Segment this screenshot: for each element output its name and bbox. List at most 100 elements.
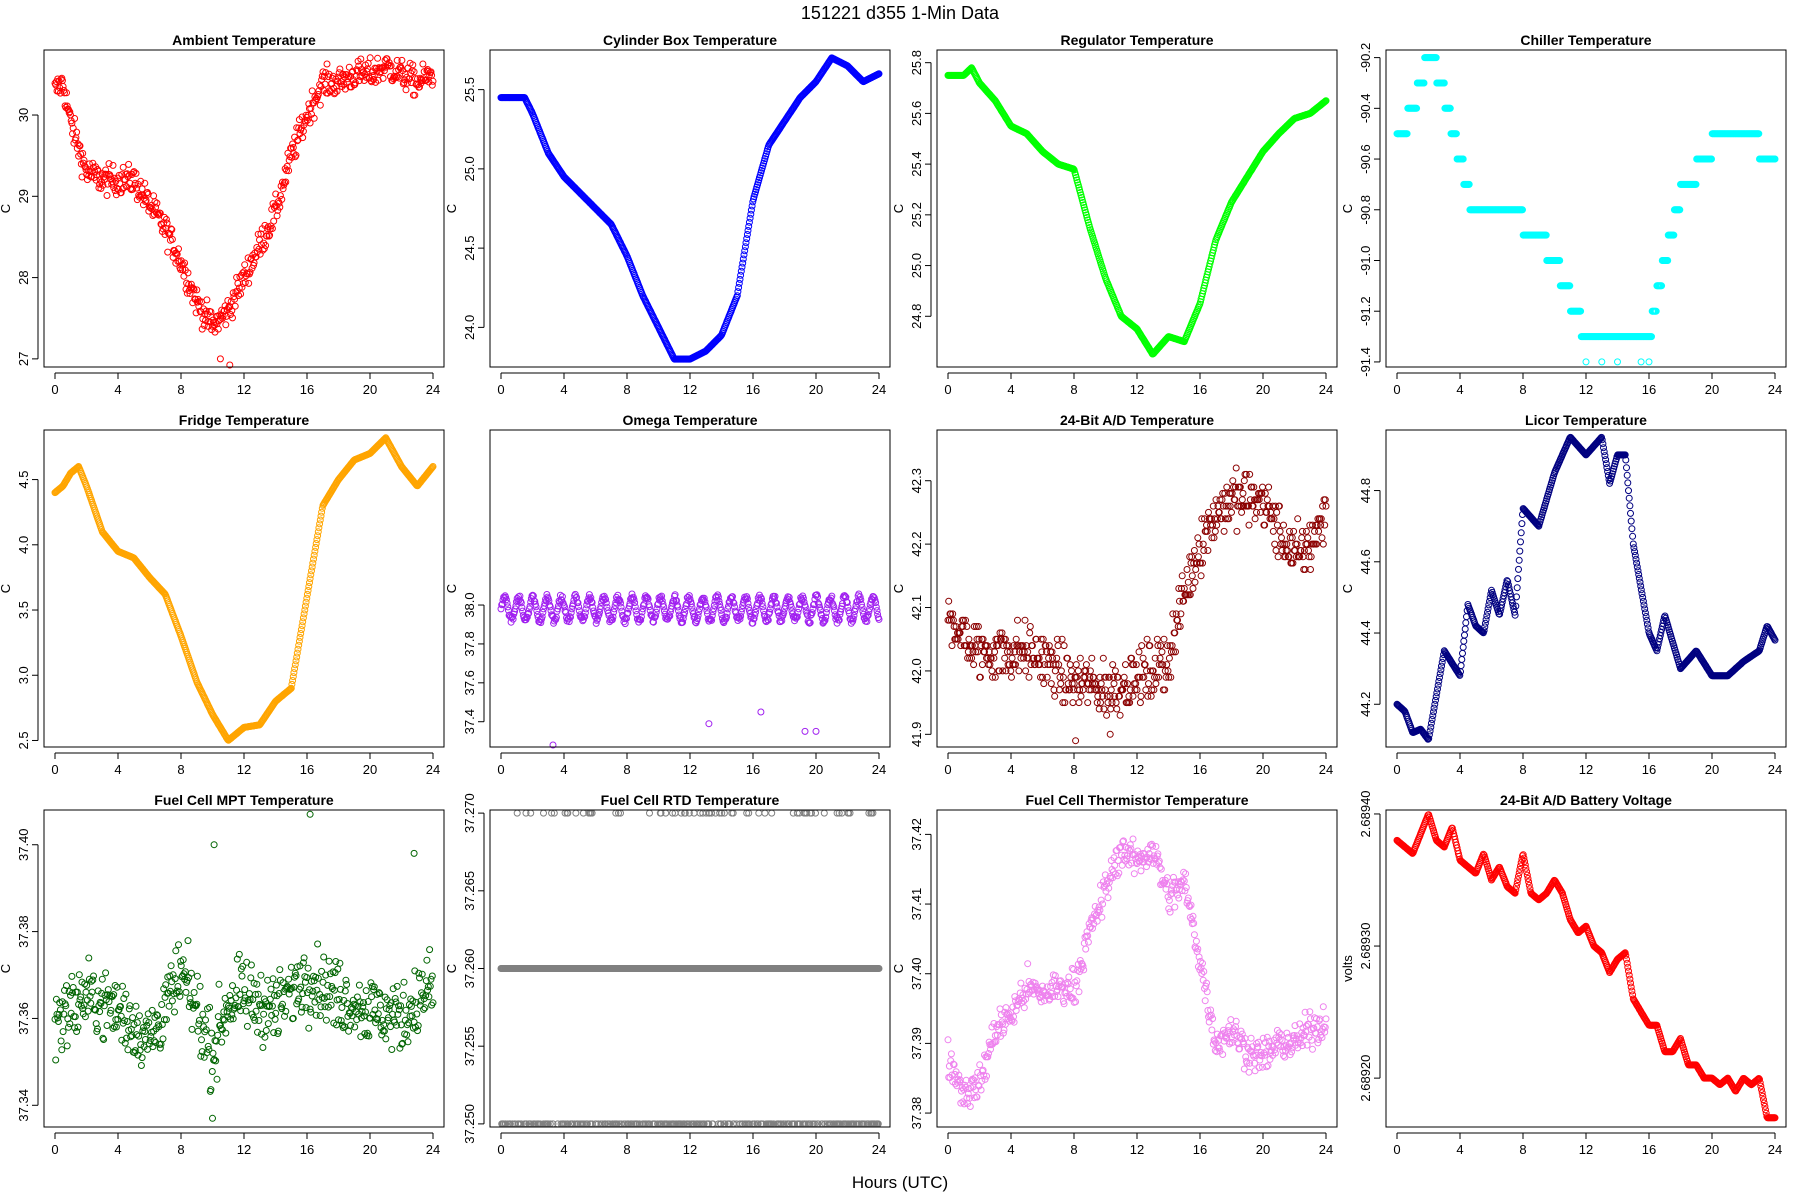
data-point: [241, 261, 249, 269]
data-point: [1082, 661, 1090, 669]
data-point: [1205, 508, 1212, 516]
data-point: [575, 603, 583, 611]
x-tick-label: 0: [944, 382, 951, 397]
data-point: [565, 618, 573, 626]
data-point: [646, 607, 654, 614]
data-point: [1582, 358, 1590, 366]
data-point: [272, 190, 280, 198]
data-point: [1268, 515, 1276, 523]
data-point: [658, 592, 666, 600]
data-point: [1177, 610, 1185, 618]
data-point: [1038, 648, 1046, 656]
data-point: [1150, 686, 1158, 694]
data-point: [681, 605, 689, 613]
data-point: [972, 648, 980, 656]
data-point: [1224, 502, 1232, 510]
data-point: [716, 604, 724, 611]
data-point: [875, 70, 883, 78]
data-point: [656, 596, 664, 604]
data-point: [1024, 654, 1032, 662]
x-axis: 0 4 8 12 16 20 24: [51, 372, 440, 397]
data-point: [991, 673, 999, 681]
data-point: [300, 610, 308, 618]
data-point: [116, 180, 124, 188]
x-tick-label: 12: [683, 382, 697, 397]
data-point: [340, 81, 348, 88]
data-point: [1286, 534, 1294, 542]
data-point: [287, 685, 295, 693]
panel-title: Fuel Cell MPT Temperature: [154, 792, 334, 808]
data-point: [305, 100, 313, 108]
panel-ylabel: C: [1340, 584, 1355, 593]
data-point: [1165, 654, 1173, 662]
data-point: [216, 355, 224, 363]
data-point: [965, 635, 973, 643]
data-point: [1460, 637, 1468, 645]
data-point: [695, 608, 703, 616]
data-point: [1462, 619, 1470, 627]
data-point: [1293, 540, 1301, 548]
data-point: [1420, 79, 1428, 87]
data-point: [979, 635, 987, 643]
data-point: [735, 284, 743, 291]
data-point: [1076, 654, 1084, 662]
data-point: [140, 194, 148, 202]
data-point: [1459, 649, 1466, 657]
data-point: [1133, 686, 1141, 694]
data-point: [567, 609, 575, 617]
data-point: [319, 68, 327, 76]
x-tick-label: 20: [1705, 762, 1719, 777]
data-point: [1461, 631, 1468, 639]
data-point: [1600, 444, 1607, 452]
data-point: [291, 661, 299, 669]
data-point: [126, 179, 134, 187]
data-point: [1250, 483, 1258, 491]
data-point: [1142, 686, 1150, 694]
data-point: [1095, 705, 1103, 713]
data-point: [303, 590, 311, 598]
data-point: [304, 112, 312, 119]
data-point: [1307, 566, 1314, 573]
x-axis: 0 4 8 12 16 20 24: [1393, 752, 1782, 777]
data-point: [1228, 489, 1236, 497]
data-point: [85, 954, 93, 962]
data-point: [617, 599, 624, 607]
data-point: [289, 673, 297, 681]
data-point: [587, 594, 595, 602]
data-point: [1105, 673, 1113, 681]
data-point: [1428, 716, 1436, 723]
data-point: [287, 684, 295, 692]
x-tick-label: 4: [114, 762, 121, 777]
data-point: [312, 543, 320, 551]
data-point: [316, 520, 324, 528]
data-point: [1270, 515, 1278, 523]
panel-ylabel: C: [0, 204, 13, 213]
data-point: [110, 991, 118, 999]
data-point: [172, 947, 180, 955]
data-point: [52, 1056, 60, 1064]
data-point: [970, 623, 978, 630]
data-point: [630, 596, 638, 603]
data-point: [1120, 673, 1128, 681]
data-point: [968, 654, 976, 662]
data-point: [523, 613, 531, 621]
data-point: [1503, 577, 1511, 585]
data-point: [700, 594, 708, 602]
data-point: [1432, 693, 1440, 701]
x-tick-label: 20: [1256, 762, 1270, 777]
data-point: [1480, 627, 1488, 635]
data-point: [147, 204, 155, 212]
data-point: [1601, 452, 1609, 460]
data-point: [999, 667, 1007, 675]
data-point: [1047, 680, 1055, 688]
data-point: [1219, 502, 1227, 510]
data-point: [1642, 613, 1650, 620]
data-point: [1055, 661, 1063, 669]
data-point: [1429, 712, 1437, 720]
data-point: [1477, 627, 1485, 635]
data-point: [270, 217, 278, 225]
data-point: [1003, 648, 1011, 656]
data-point: [766, 608, 774, 616]
data-point: [1276, 527, 1284, 535]
data-point: [1139, 654, 1147, 662]
